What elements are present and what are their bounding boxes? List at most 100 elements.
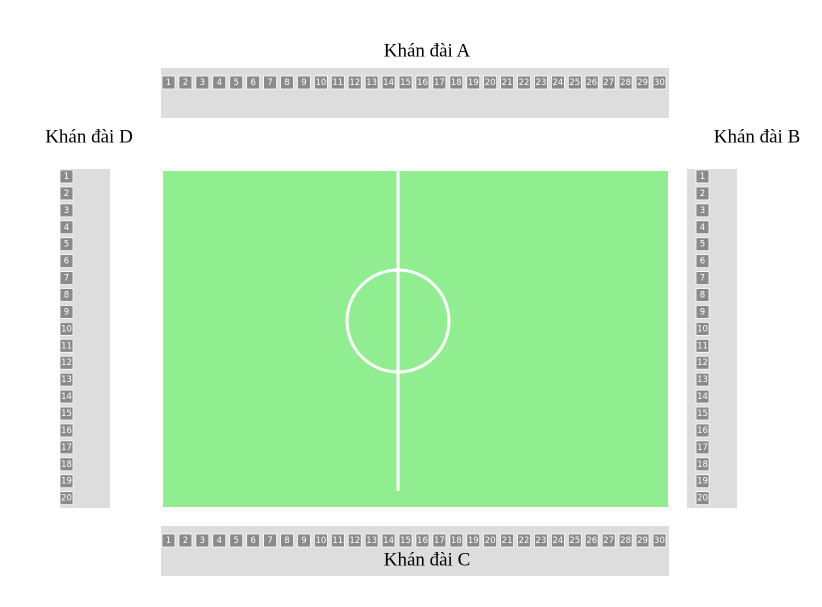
seat[interactable] (415, 533, 430, 548)
seat[interactable] (59, 355, 74, 370)
seat[interactable] (517, 75, 531, 90)
seat[interactable] (381, 533, 396, 548)
seat[interactable] (695, 186, 710, 201)
seat[interactable] (652, 75, 667, 90)
seat[interactable] (161, 75, 176, 90)
seat[interactable] (161, 533, 176, 548)
seat[interactable] (695, 288, 710, 302)
seat[interactable] (483, 533, 498, 548)
seat[interactable] (59, 321, 74, 336)
seat[interactable] (534, 75, 548, 90)
seat[interactable] (280, 75, 294, 90)
seat[interactable] (695, 440, 710, 455)
seat[interactable] (59, 457, 74, 472)
seat[interactable] (398, 75, 413, 90)
seat[interactable] (500, 75, 515, 90)
seat[interactable] (212, 75, 227, 90)
seat[interactable] (415, 75, 430, 90)
seat[interactable] (695, 491, 710, 506)
seat[interactable] (59, 186, 74, 201)
seat[interactable] (212, 533, 227, 548)
seat[interactable] (59, 440, 74, 455)
seat[interactable] (246, 533, 261, 548)
seat[interactable] (695, 305, 710, 319)
seat[interactable] (695, 457, 710, 472)
seat[interactable] (59, 254, 74, 269)
seat[interactable] (550, 75, 565, 90)
seat[interactable] (449, 533, 464, 548)
seat[interactable] (195, 75, 210, 90)
seat[interactable] (695, 372, 710, 387)
seat[interactable] (601, 533, 616, 548)
seat[interactable] (432, 533, 447, 548)
seat[interactable] (364, 75, 379, 90)
seat[interactable] (695, 203, 710, 218)
seat[interactable] (59, 237, 74, 252)
seat[interactable] (618, 533, 633, 548)
seat[interactable] (178, 75, 193, 90)
seat[interactable] (59, 474, 74, 489)
seat[interactable] (59, 389, 74, 404)
seat[interactable] (500, 533, 515, 548)
seat[interactable] (263, 75, 277, 90)
seat[interactable] (635, 75, 650, 90)
seat[interactable] (59, 271, 74, 285)
seat[interactable] (695, 220, 710, 235)
seat[interactable] (695, 271, 710, 285)
seat[interactable] (59, 372, 74, 387)
seat[interactable] (229, 533, 244, 548)
seat[interactable] (59, 338, 74, 353)
seat[interactable] (584, 75, 599, 90)
seat[interactable] (695, 321, 710, 336)
seat[interactable] (59, 305, 74, 319)
seat[interactable] (695, 423, 710, 438)
seat[interactable] (695, 338, 710, 353)
seat[interactable] (297, 533, 311, 548)
seat[interactable] (695, 355, 710, 370)
seat[interactable] (534, 533, 548, 548)
seat[interactable] (59, 169, 74, 184)
seat[interactable] (347, 75, 362, 90)
seat[interactable] (695, 389, 710, 404)
seat[interactable] (364, 533, 379, 548)
seat[interactable] (466, 533, 481, 548)
seat[interactable] (59, 203, 74, 218)
seat[interactable] (601, 75, 616, 90)
seat[interactable] (517, 533, 531, 548)
seat[interactable] (695, 237, 710, 252)
seat[interactable] (695, 406, 710, 421)
seat[interactable] (178, 533, 193, 548)
seat[interactable] (297, 75, 311, 90)
seat[interactable] (466, 75, 481, 90)
seat[interactable] (59, 288, 74, 302)
seat[interactable] (330, 75, 345, 90)
seat[interactable] (246, 75, 261, 90)
seat[interactable] (398, 533, 413, 548)
seat[interactable] (567, 533, 582, 548)
seat[interactable] (695, 254, 710, 269)
seat[interactable] (550, 533, 565, 548)
seat[interactable] (652, 533, 667, 548)
seat[interactable] (618, 75, 633, 90)
seat[interactable] (263, 533, 277, 548)
seat[interactable] (584, 533, 599, 548)
seat[interactable] (432, 75, 447, 90)
seat[interactable] (347, 533, 362, 548)
seat[interactable] (59, 406, 74, 421)
seat[interactable] (313, 75, 328, 90)
seat[interactable] (449, 75, 464, 90)
seat[interactable] (381, 75, 396, 90)
seat[interactable] (59, 423, 74, 438)
seat[interactable] (635, 533, 650, 548)
seat[interactable] (195, 533, 210, 548)
seat[interactable] (59, 491, 74, 506)
seat[interactable] (695, 169, 710, 184)
seat[interactable] (695, 474, 710, 489)
seat[interactable] (483, 75, 498, 90)
seat[interactable] (313, 533, 328, 548)
seat[interactable] (330, 533, 345, 548)
seat[interactable] (280, 533, 294, 548)
seat[interactable] (59, 220, 74, 235)
seat[interactable] (229, 75, 244, 90)
seat[interactable] (567, 75, 582, 90)
